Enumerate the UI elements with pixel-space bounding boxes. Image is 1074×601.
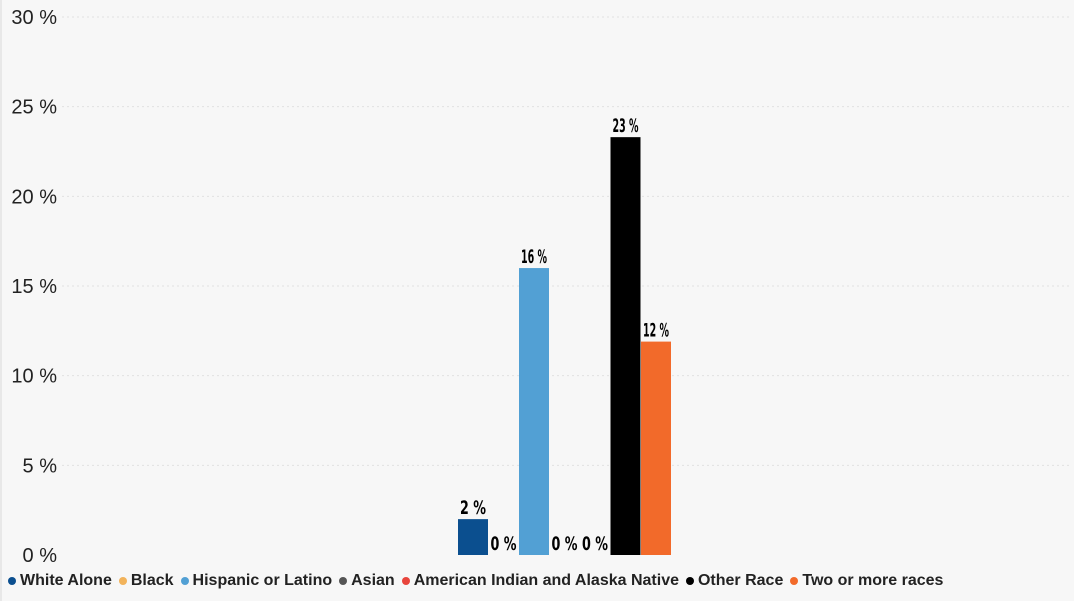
legend-label: Hispanic or Latino — [192, 572, 333, 589]
data-label: 2 % — [460, 497, 486, 519]
legend-label: Other Race — [697, 572, 784, 589]
y-tick-label: 25 % — [11, 97, 57, 119]
y-tick-label: 30 % — [11, 7, 57, 29]
legend-label: White Alone — [20, 572, 112, 589]
legend-item[interactable]: Hispanic or Latino — [180, 572, 333, 590]
legend-item[interactable]: Asian — [339, 572, 395, 590]
data-label: 0 % — [582, 533, 608, 555]
legend-item[interactable]: Other Race — [685, 572, 784, 590]
data-label: 0 % — [552, 533, 578, 555]
legend-item[interactable]: White Alone — [8, 572, 112, 590]
legend-label: Black — [130, 572, 174, 589]
legend: White Alone Black Hispanic or Latino Asian A… — [8, 572, 950, 590]
bar-other-race[interactable] — [610, 137, 641, 556]
bar-white-alone[interactable] — [458, 519, 488, 555]
legend-item[interactable]: American Indian and Alaska Native — [401, 572, 679, 590]
legend-dot-icon — [8, 577, 16, 585]
legend-label: American Indian and Alaska Native — [413, 572, 679, 589]
data-label: 16 % — [521, 246, 547, 268]
bar-two-or-more-races[interactable] — [641, 341, 671, 555]
legend-dot-icon — [118, 577, 127, 585]
y-tick-label: 20 % — [11, 186, 57, 208]
y-tick-label: 0 % — [23, 545, 58, 567]
bar-hispanic-or-latino[interactable] — [519, 268, 549, 555]
legend-item[interactable]: Two or more races — [790, 572, 943, 590]
legend-label: Asian — [351, 572, 395, 589]
y-tick-label: 10 % — [11, 366, 57, 388]
legend-dot-icon — [401, 577, 410, 585]
legend-dot-icon — [339, 577, 348, 585]
y-axis-ticks: 0 % 5 % 10 % 15 % 20 % 25 % 30 % — [11, 7, 57, 567]
data-label: 0 % — [491, 533, 517, 555]
legend-label: Two or more races — [802, 572, 944, 589]
data-label: 23 % — [613, 115, 639, 137]
legend-item[interactable]: Black — [118, 572, 174, 590]
legend-dot-icon — [685, 577, 694, 585]
y-tick-label: 15 % — [11, 276, 57, 298]
data-label: 12 % — [643, 320, 669, 342]
legend-dot-icon — [790, 577, 799, 585]
y-tick-label: 5 % — [23, 455, 58, 477]
data-labels: 2 %0 %16 %0 % 0 %23 %12 % — [460, 115, 669, 555]
gridlines — [62, 16, 1070, 466]
legend-dot-icon — [180, 577, 189, 585]
bars — [458, 137, 671, 556]
